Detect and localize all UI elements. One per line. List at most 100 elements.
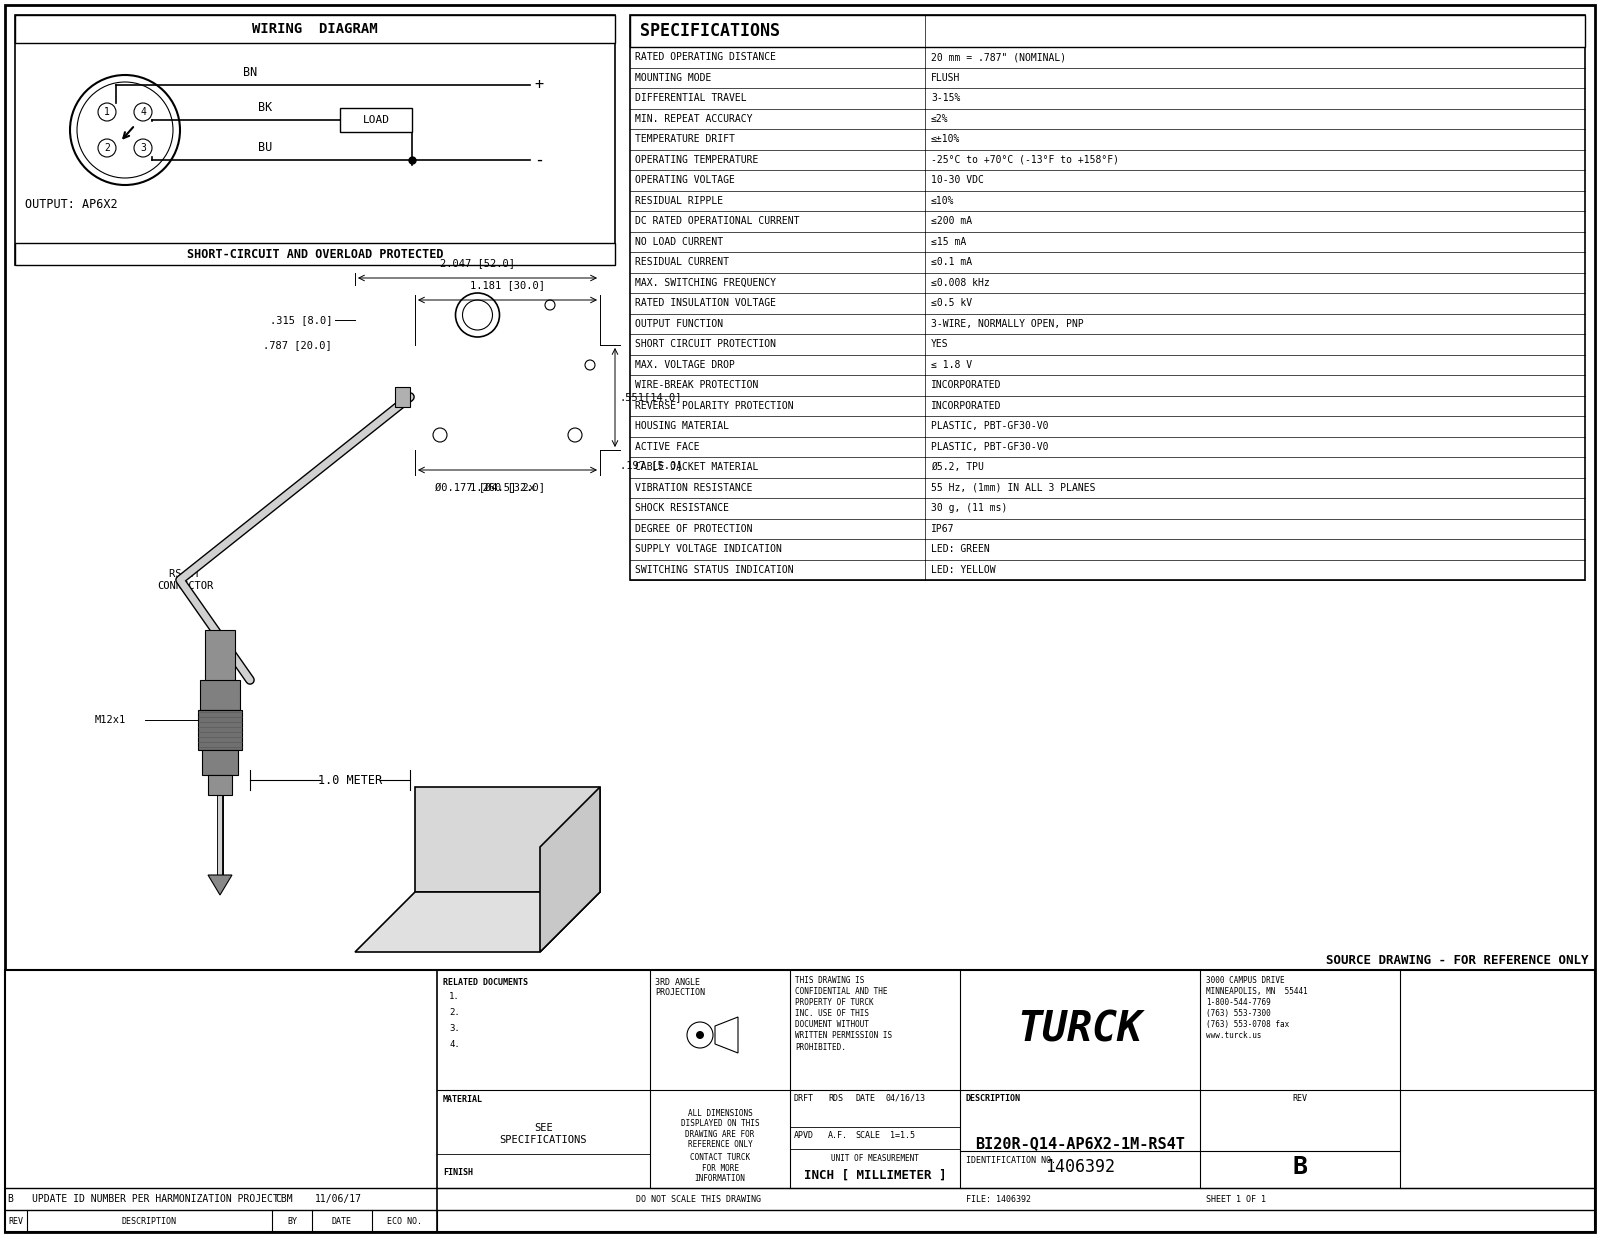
Text: M12x1: M12x1 — [94, 715, 126, 725]
Polygon shape — [208, 875, 232, 896]
Text: PLASTIC, PBT-GF30-V0: PLASTIC, PBT-GF30-V0 — [931, 442, 1048, 452]
Text: INCH [ MILLIMETER ]: INCH [ MILLIMETER ] — [803, 1169, 946, 1181]
Bar — [14, 15, 614, 265]
Bar — [198, 710, 242, 750]
Text: +: + — [534, 78, 542, 93]
Text: MOUNTING MODE: MOUNTING MODE — [635, 73, 712, 83]
Text: LED: GREEN: LED: GREEN — [931, 544, 990, 554]
Text: 30 g, (11 ms): 30 g, (11 ms) — [931, 503, 1008, 513]
Text: DEGREE OF PROTECTION: DEGREE OF PROTECTION — [635, 523, 752, 533]
Text: .197 [5.0]: .197 [5.0] — [621, 460, 683, 470]
Text: ≤10%: ≤10% — [931, 195, 955, 205]
Text: Ø5.2, TPU: Ø5.2, TPU — [931, 463, 984, 473]
Text: 4: 4 — [141, 106, 146, 118]
Text: OPERATING TEMPERATURE: OPERATING TEMPERATURE — [635, 155, 758, 165]
Text: REV: REV — [8, 1216, 24, 1226]
Text: REVERSE POLARITY PROTECTION: REVERSE POLARITY PROTECTION — [635, 401, 794, 411]
Text: .551[14.0]: .551[14.0] — [621, 392, 683, 402]
Text: 3-15%: 3-15% — [931, 93, 960, 103]
Text: RESIDUAL CURRENT: RESIDUAL CURRENT — [635, 257, 730, 267]
Text: FILE: 1406392: FILE: 1406392 — [966, 1195, 1030, 1204]
Text: WIRING  DIAGRAM: WIRING DIAGRAM — [253, 22, 378, 36]
Text: 10-30 VDC: 10-30 VDC — [931, 176, 984, 186]
Text: B: B — [1293, 1155, 1307, 1180]
Text: SCALE: SCALE — [854, 1131, 880, 1141]
Text: MATERIAL: MATERIAL — [443, 1095, 483, 1103]
Text: SOURCE DRAWING - FOR REFERENCE ONLY: SOURCE DRAWING - FOR REFERENCE ONLY — [1325, 954, 1587, 966]
Text: Ø0.177 [Ø4.5] 2x: Ø0.177 [Ø4.5] 2x — [435, 482, 534, 494]
Text: SPECIFICATIONS: SPECIFICATIONS — [640, 22, 781, 40]
Bar — [202, 750, 238, 776]
Text: .787 [20.0]: .787 [20.0] — [264, 340, 333, 350]
Text: .315 [8.0]: .315 [8.0] — [269, 315, 333, 325]
Text: VIBRATION RESISTANCE: VIBRATION RESISTANCE — [635, 482, 752, 492]
Bar — [200, 680, 240, 710]
Text: SUPPLY VOLTAGE INDICATION: SUPPLY VOLTAGE INDICATION — [635, 544, 782, 554]
Bar — [205, 630, 235, 685]
Text: ≤±10%: ≤±10% — [931, 135, 960, 145]
Text: DESCRIPTION: DESCRIPTION — [122, 1216, 178, 1226]
Text: 1: 1 — [104, 106, 110, 118]
Text: 04/16/13: 04/16/13 — [885, 1094, 925, 1103]
Text: PLASTIC, PBT-GF30-V0: PLASTIC, PBT-GF30-V0 — [931, 422, 1048, 432]
Text: -: - — [534, 151, 544, 169]
Text: FLUSH: FLUSH — [931, 73, 960, 83]
Text: THIS DRAWING IS
CONFIDENTIAL AND THE
PROPERTY OF TURCK
INC. USE OF THIS
DOCUMENT: THIS DRAWING IS CONFIDENTIAL AND THE PRO… — [795, 976, 893, 1051]
Text: REV: REV — [1293, 1094, 1307, 1103]
Bar — [630, 15, 1586, 580]
Bar — [395, 387, 410, 407]
Text: A.F.: A.F. — [829, 1131, 848, 1141]
Text: RATED INSULATION VOLTAGE: RATED INSULATION VOLTAGE — [635, 298, 776, 308]
Text: HOUSING MATERIAL: HOUSING MATERIAL — [635, 422, 730, 432]
Text: BI20R-Q14-AP6X2-1M-RS4T: BI20R-Q14-AP6X2-1M-RS4T — [974, 1137, 1186, 1152]
Polygon shape — [715, 1017, 738, 1053]
Text: BN: BN — [243, 66, 258, 79]
Text: ≤0.1 mA: ≤0.1 mA — [931, 257, 973, 267]
Bar — [339, 108, 413, 132]
Text: APVD: APVD — [794, 1131, 814, 1141]
Text: SHEET 1 OF 1: SHEET 1 OF 1 — [1206, 1195, 1266, 1204]
Text: 3-WIRE, NORMALLY OPEN, PNP: 3-WIRE, NORMALLY OPEN, PNP — [931, 319, 1083, 329]
Text: SWITCHING STATUS INDICATION: SWITCHING STATUS INDICATION — [635, 565, 794, 575]
Text: CONTACT TURCK
FOR MORE
INFORMATION: CONTACT TURCK FOR MORE INFORMATION — [690, 1153, 750, 1184]
Text: BK: BK — [258, 101, 272, 114]
Circle shape — [696, 1030, 704, 1039]
Text: CABLE JACKET MATERIAL: CABLE JACKET MATERIAL — [635, 463, 758, 473]
Text: 3000 CAMPUS DRIVE
MINNEAPOLIS, MN  55441
1-800-544-7769
(763) 553-7300
(763) 553: 3000 CAMPUS DRIVE MINNEAPOLIS, MN 55441 … — [1206, 976, 1307, 1040]
Text: 3.: 3. — [450, 1024, 459, 1033]
Text: DIFFERENTIAL TRAVEL: DIFFERENTIAL TRAVEL — [635, 93, 747, 103]
Text: 1.: 1. — [450, 992, 459, 1001]
Text: 55 Hz, (1mm) IN ALL 3 PLANES: 55 Hz, (1mm) IN ALL 3 PLANES — [931, 482, 1096, 492]
Text: LOAD: LOAD — [363, 115, 389, 125]
Text: INCORPORATED: INCORPORATED — [931, 401, 1002, 411]
Text: OUTPUT: AP6X2: OUTPUT: AP6X2 — [26, 198, 118, 212]
Polygon shape — [414, 787, 600, 892]
Text: MIN. REPEAT ACCURACY: MIN. REPEAT ACCURACY — [635, 114, 752, 124]
Text: 2: 2 — [104, 143, 110, 153]
Text: 2.: 2. — [450, 1008, 459, 1017]
Text: 20 mm = .787" (NOMINAL): 20 mm = .787" (NOMINAL) — [931, 52, 1066, 62]
Polygon shape — [541, 787, 600, 952]
Text: 1.260 [32.0]: 1.260 [32.0] — [470, 482, 546, 492]
Text: RELATED DOCUMENTS: RELATED DOCUMENTS — [443, 978, 528, 987]
Polygon shape — [355, 892, 600, 952]
Text: MAX. SWITCHING FREQUENCY: MAX. SWITCHING FREQUENCY — [635, 278, 776, 288]
Text: WIRE-BREAK PROTECTION: WIRE-BREAK PROTECTION — [635, 380, 758, 390]
Text: TEMPERATURE DRIFT: TEMPERATURE DRIFT — [635, 135, 734, 145]
Text: NO LOAD CURRENT: NO LOAD CURRENT — [635, 236, 723, 246]
Text: LED: YELLOW: LED: YELLOW — [931, 565, 995, 575]
Text: INCORPORATED: INCORPORATED — [931, 380, 1002, 390]
Text: TURCK: TURCK — [1018, 1009, 1142, 1051]
Text: CBM: CBM — [275, 1194, 293, 1204]
Text: B: B — [6, 1194, 13, 1204]
Text: SHOCK RESISTANCE: SHOCK RESISTANCE — [635, 503, 730, 513]
Text: ≤0.008 kHz: ≤0.008 kHz — [931, 278, 990, 288]
Text: UPDATE ID NUMBER PER HARMONIZATION PROJECT: UPDATE ID NUMBER PER HARMONIZATION PROJE… — [32, 1194, 278, 1204]
Text: OUTPUT FUNCTION: OUTPUT FUNCTION — [635, 319, 723, 329]
Text: ≤2%: ≤2% — [931, 114, 949, 124]
Text: YES: YES — [931, 339, 949, 349]
Text: 1.181 [30.0]: 1.181 [30.0] — [470, 280, 546, 289]
Text: DC RATED OPERATIONAL CURRENT: DC RATED OPERATIONAL CURRENT — [635, 216, 800, 226]
Text: ≤15 mA: ≤15 mA — [931, 236, 966, 246]
Text: 3RD ANGLE
PROJECTION: 3RD ANGLE PROJECTION — [654, 978, 706, 997]
